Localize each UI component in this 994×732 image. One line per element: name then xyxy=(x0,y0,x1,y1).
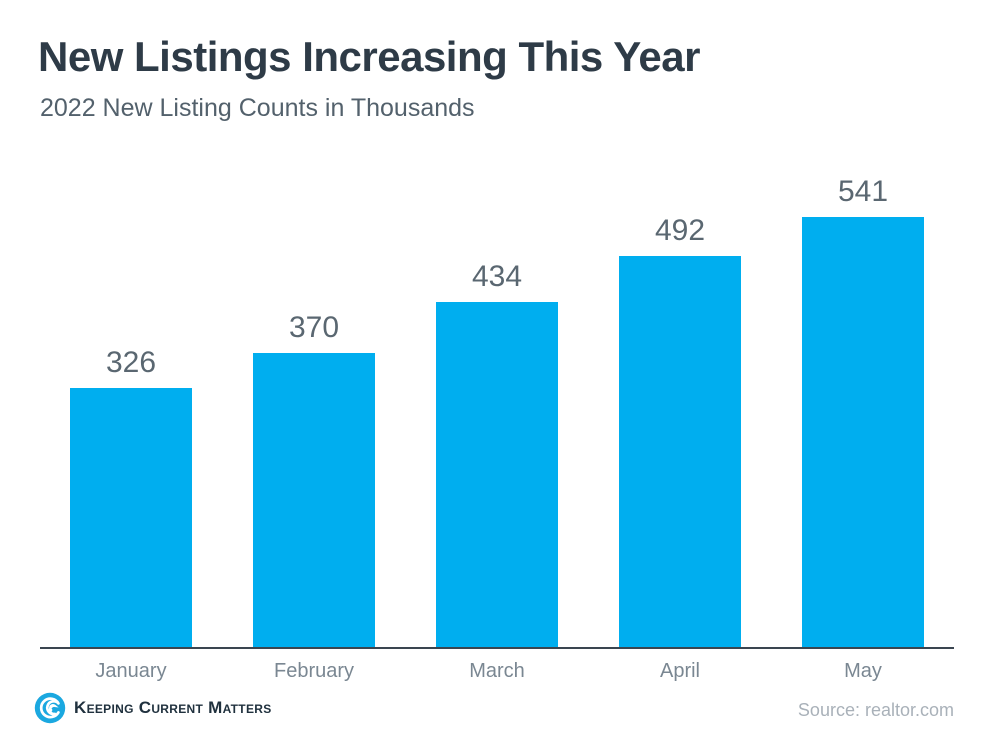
x-axis-label-january: January xyxy=(95,660,167,682)
kcm-swirl-icon xyxy=(34,692,66,724)
kcm-logo-text: Keeping Current Matters xyxy=(74,698,272,717)
kcm-logo: Keeping Current Matters xyxy=(34,692,272,724)
source-text: Source: realtor.com xyxy=(797,700,954,720)
bar-value-label: 370 xyxy=(288,311,340,344)
x-axis-label-march: March xyxy=(469,660,525,682)
bar-may xyxy=(802,217,924,647)
bar-value-label: 434 xyxy=(471,260,523,293)
bar-january xyxy=(70,388,192,647)
plot-area: 326 370 434 492 541 xyxy=(40,177,954,649)
x-axis-label-april: April xyxy=(659,660,700,682)
chart-title: New Listings Increasing This Year xyxy=(38,33,700,80)
chart-subtitle: 2022 New Listing Counts in Thousands xyxy=(40,94,475,122)
bar-value-label: 541 xyxy=(837,175,889,208)
bar-april xyxy=(619,256,741,647)
bar-value-label: 326 xyxy=(105,346,157,379)
x-axis-label-february: February xyxy=(273,660,355,682)
bar-february xyxy=(253,353,375,647)
x-axis-label-may: May xyxy=(844,660,882,682)
x-axis-labels: January February March April May xyxy=(40,660,954,690)
bar-march xyxy=(436,302,558,647)
bar-value-label: 492 xyxy=(654,214,706,247)
